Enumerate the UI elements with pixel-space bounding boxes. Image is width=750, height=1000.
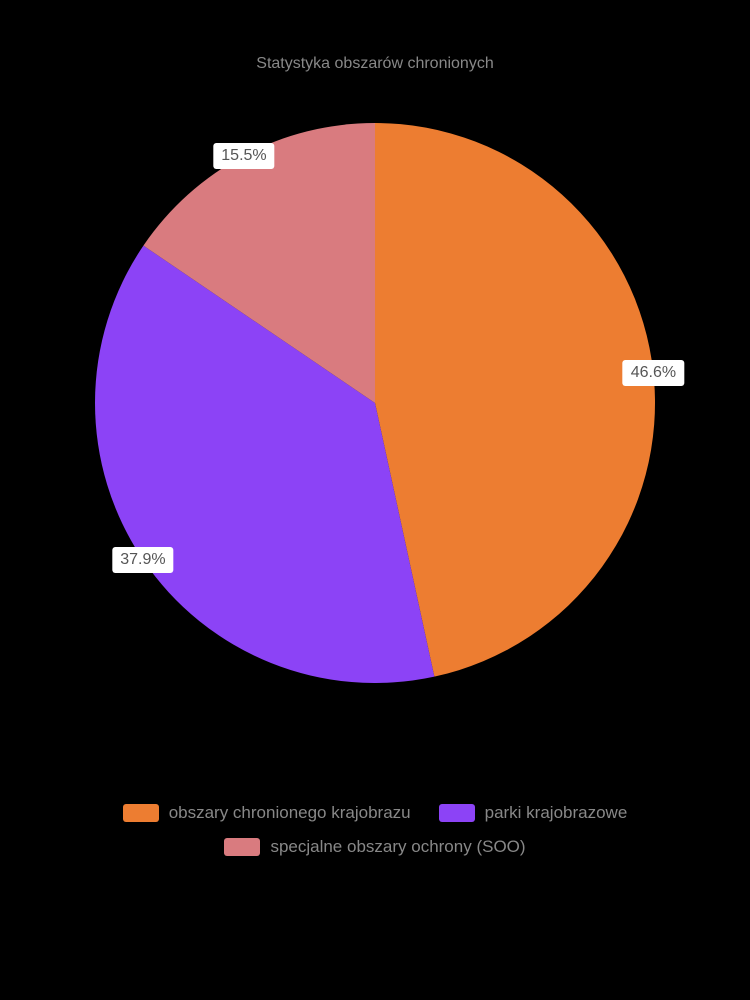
legend-label: parki krajobrazowe: [485, 803, 628, 823]
legend-swatch: [439, 804, 475, 822]
legend-item: obszary chronionego krajobrazu: [123, 803, 411, 823]
pie-chart: 46.6%37.9%15.5%: [95, 123, 655, 683]
pie-svg: [95, 123, 655, 683]
legend-item: specjalne obszary ochrony (SOO): [224, 837, 525, 857]
chart-title: Statystyka obszarów chronionych: [256, 55, 493, 73]
legend-item: parki krajobrazowe: [439, 803, 628, 823]
legend-label: specjalne obszary ochrony (SOO): [270, 837, 525, 857]
pie-slice: [375, 123, 655, 677]
slice-percent-label: 37.9%: [112, 547, 173, 573]
slice-percent-label: 15.5%: [213, 143, 274, 169]
slice-percent-label: 46.6%: [623, 360, 684, 386]
legend-label: obszary chronionego krajobrazu: [169, 803, 411, 823]
legend-swatch: [123, 804, 159, 822]
chart-legend: obszary chronionego krajobrazu parki kraj…: [55, 803, 695, 857]
legend-swatch: [224, 838, 260, 856]
